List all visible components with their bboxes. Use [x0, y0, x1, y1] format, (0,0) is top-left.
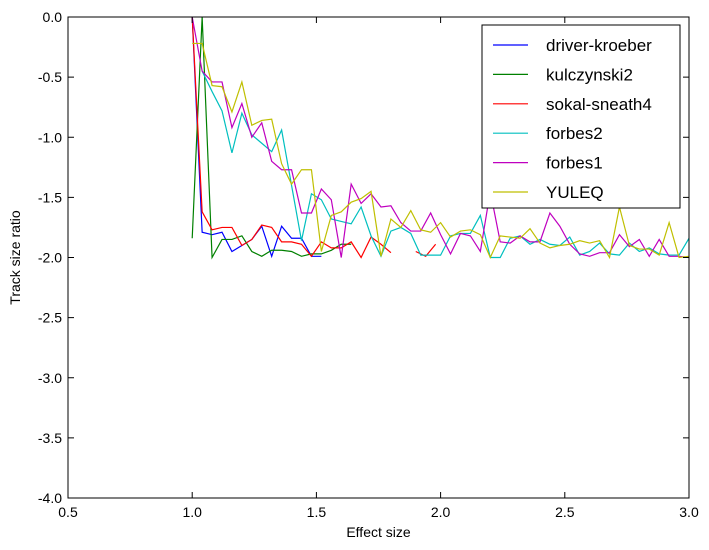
legend-label: kulczynski2: [546, 65, 633, 84]
x-tick-label: 3.0: [679, 504, 699, 520]
y-tick-label: -4.0: [38, 490, 62, 506]
legend-label: forbes1: [546, 154, 603, 173]
series-line-kulczynski2: [192, 17, 351, 258]
y-tick-label: -1.5: [38, 189, 62, 205]
x-tick-label: 2.5: [555, 504, 575, 520]
y-axis-title: Track size ratio: [7, 210, 23, 305]
x-tick-label: 1.5: [307, 504, 327, 520]
legend-label: forbes2: [546, 124, 603, 143]
y-tick-label: -0.5: [38, 69, 62, 85]
legend-label: YULEQ: [546, 183, 604, 202]
x-tick-label: 2.0: [431, 504, 451, 520]
y-tick-label: -2.0: [38, 250, 62, 266]
y-tick-label: 0.0: [43, 9, 63, 25]
series-line-driver-kroeber: [192, 17, 321, 256]
y-tick-label: -3.0: [38, 370, 62, 386]
y-tick-label: -1.0: [38, 129, 62, 145]
legend-label: driver-kroeber: [546, 36, 652, 55]
x-axis-title: Effect size: [346, 524, 411, 540]
y-tick-label: -3.5: [38, 430, 62, 446]
legend-label: sokal-sneath4: [546, 95, 652, 114]
x-tick-label: 0.5: [58, 504, 78, 520]
y-tick-label: -2.5: [38, 310, 62, 326]
legend: driver-kroeber kulczynski2 sokal-sneath4 fo…: [482, 25, 680, 208]
x-tick-label: 1.0: [182, 504, 202, 520]
